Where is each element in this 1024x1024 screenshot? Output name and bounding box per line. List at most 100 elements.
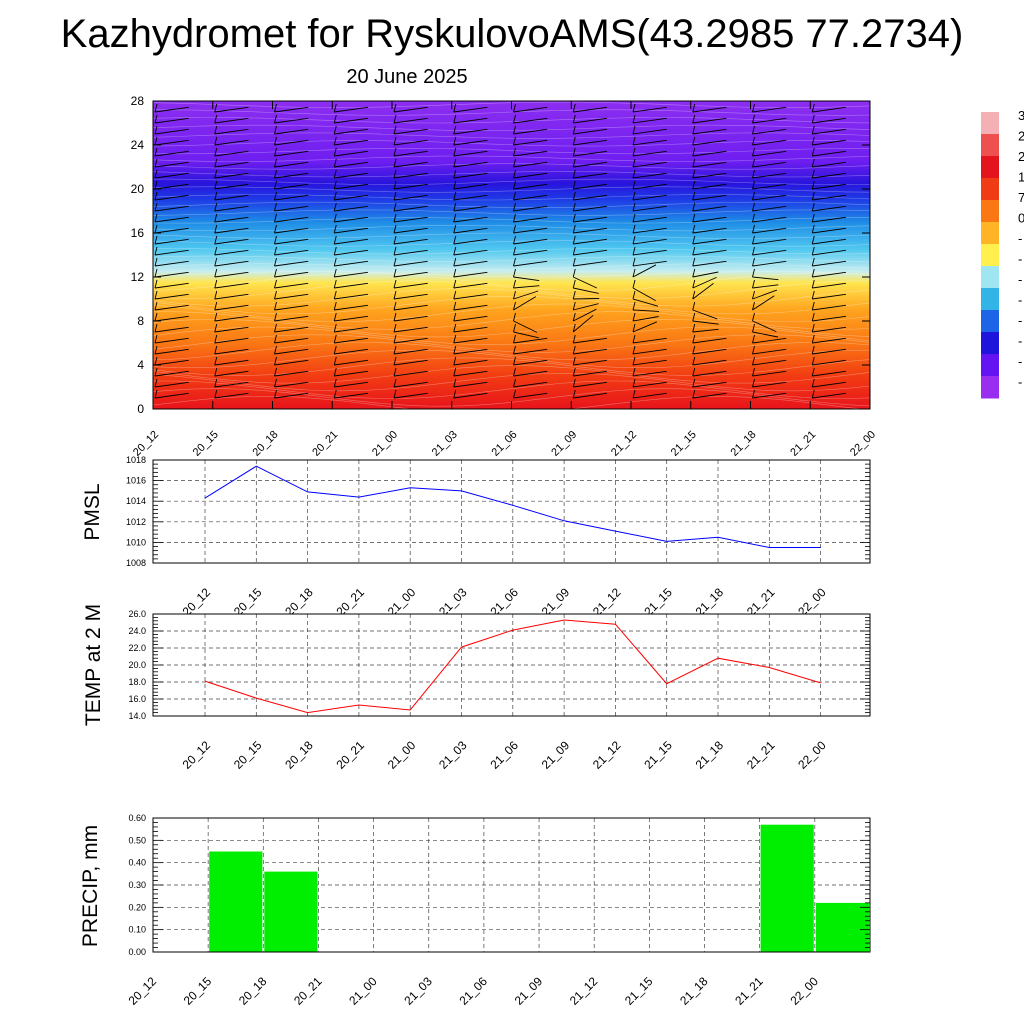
- wind-barb: [274, 183, 309, 190]
- wind-barb-flag: [752, 158, 755, 168]
- colorbar: 3 2 2 1 7 0 - - - - - - - -: [981, 108, 1024, 399]
- wind-barb: [513, 161, 548, 168]
- wind-barb: [632, 392, 667, 399]
- x-tick-label: 21_09: [512, 974, 546, 1008]
- wind-barb-flag: [752, 180, 755, 190]
- wind-barb: [872, 118, 906, 123]
- wind-barb-flag: [513, 301, 516, 311]
- wind-barb: [872, 184, 906, 189]
- x-tick-label: 21_18: [677, 974, 711, 1008]
- wind-barb: [573, 287, 599, 294]
- wind-barb: [274, 392, 309, 399]
- x-tick-label: 21_18: [729, 429, 759, 459]
- wind-barb-flag: [274, 323, 277, 333]
- wind-barb: [513, 320, 538, 333]
- wind-barb-flag: [453, 213, 457, 223]
- wind-barb: [692, 227, 727, 234]
- wind-barb-flag: [572, 246, 576, 256]
- wind-barb-flag: [333, 312, 337, 322]
- wind-barb: [692, 106, 727, 113]
- wind-barb-flag: [513, 191, 516, 201]
- wind-barb: [812, 337, 846, 344]
- wind-barb-flag: [274, 246, 277, 256]
- wind-barb-flag: [513, 136, 516, 146]
- heatmap-field: [153, 101, 870, 409]
- wind-barb: [573, 303, 599, 311]
- isoline: [153, 232, 870, 239]
- wind-barb: [752, 150, 787, 157]
- wind-barb: [214, 150, 249, 157]
- wind-barb: [812, 172, 846, 179]
- x-tick-label: 20_12: [180, 738, 214, 772]
- wind-barb: [752, 348, 787, 355]
- wind-barb: [872, 261, 906, 266]
- wind-barb-flag: [632, 246, 636, 256]
- y-tick-label: 26.0: [128, 609, 146, 619]
- wind-barb-flag: [453, 180, 457, 190]
- x-tick-label: 22_00: [848, 429, 878, 459]
- wind-barb: [573, 276, 597, 289]
- wind-barb-flag: [453, 158, 457, 168]
- wind-barb: [154, 315, 189, 322]
- wind-barb-flag: [572, 202, 576, 212]
- wind-barb-flag: [752, 290, 755, 300]
- isoline: [153, 178, 870, 185]
- wind-barb: [274, 337, 309, 344]
- wind-barb-flag: [393, 103, 397, 113]
- wind-barb: [573, 337, 607, 344]
- wind-barb: [274, 139, 309, 146]
- wind-barb-flag: [752, 136, 755, 146]
- wind-barb-flag: [513, 312, 516, 322]
- wind-barb-flag: [154, 279, 158, 289]
- wind-barb: [872, 250, 906, 255]
- wind-barb-flag: [632, 257, 636, 267]
- wind-barb-flag: [453, 301, 457, 311]
- wind-barb-flag: [513, 103, 516, 113]
- wind-barb-flag: [752, 224, 755, 234]
- wind-barb: [632, 287, 656, 301]
- wind-barb: [453, 282, 488, 289]
- wind-barb-flag: [393, 125, 397, 135]
- wind-barb-flag: [692, 169, 696, 179]
- wind-barb: [334, 370, 368, 377]
- bar: [815, 902, 869, 952]
- wind-barb: [154, 282, 189, 289]
- y-tick-label: 22.0: [128, 643, 146, 653]
- wind-barb-flag: [572, 367, 576, 377]
- wind-barb-flag: [572, 114, 576, 124]
- wind-barb: [334, 139, 368, 146]
- wind-barb: [334, 161, 368, 168]
- wind-barb: [393, 106, 428, 113]
- x-tick-label: 20_21: [291, 974, 325, 1008]
- wind-barb: [513, 370, 548, 377]
- wind-barb-flag: [393, 279, 397, 289]
- wind-barb: [572, 314, 594, 333]
- wind-barb-flag: [752, 356, 755, 366]
- colorbar-label: 0: [1018, 211, 1024, 226]
- wind-barb-flag: [214, 180, 218, 190]
- wind-barb-flag: [333, 213, 337, 223]
- wind-barb-flag: [513, 169, 516, 179]
- wind-barb: [872, 327, 906, 332]
- wind-barb: [513, 381, 548, 388]
- wind-barb: [573, 348, 607, 355]
- wind-barb-flag: [333, 323, 337, 333]
- wind-barb-flag: [632, 323, 636, 333]
- y-axis-title: TEMP at 2 M: [82, 604, 105, 726]
- wind-barb-flag: [692, 114, 696, 124]
- wind-barb: [812, 260, 846, 267]
- wind-barb: [453, 326, 488, 333]
- wind-barb: [573, 370, 607, 377]
- wind-barb: [214, 172, 249, 179]
- wind-barb-flag: [811, 268, 815, 278]
- wind-barb-flag: [872, 203, 874, 211]
- wind-barb-flag: [572, 136, 576, 146]
- isoline: [153, 334, 870, 353]
- wind-barb: [393, 315, 428, 322]
- wind-barb-flag: [453, 268, 457, 278]
- wind-barb: [872, 173, 906, 178]
- colorbar-label: -: [1018, 252, 1022, 267]
- wind-barb-flag: [393, 191, 397, 201]
- wind-barb: [632, 249, 667, 256]
- wind-barb-flag: [453, 356, 457, 366]
